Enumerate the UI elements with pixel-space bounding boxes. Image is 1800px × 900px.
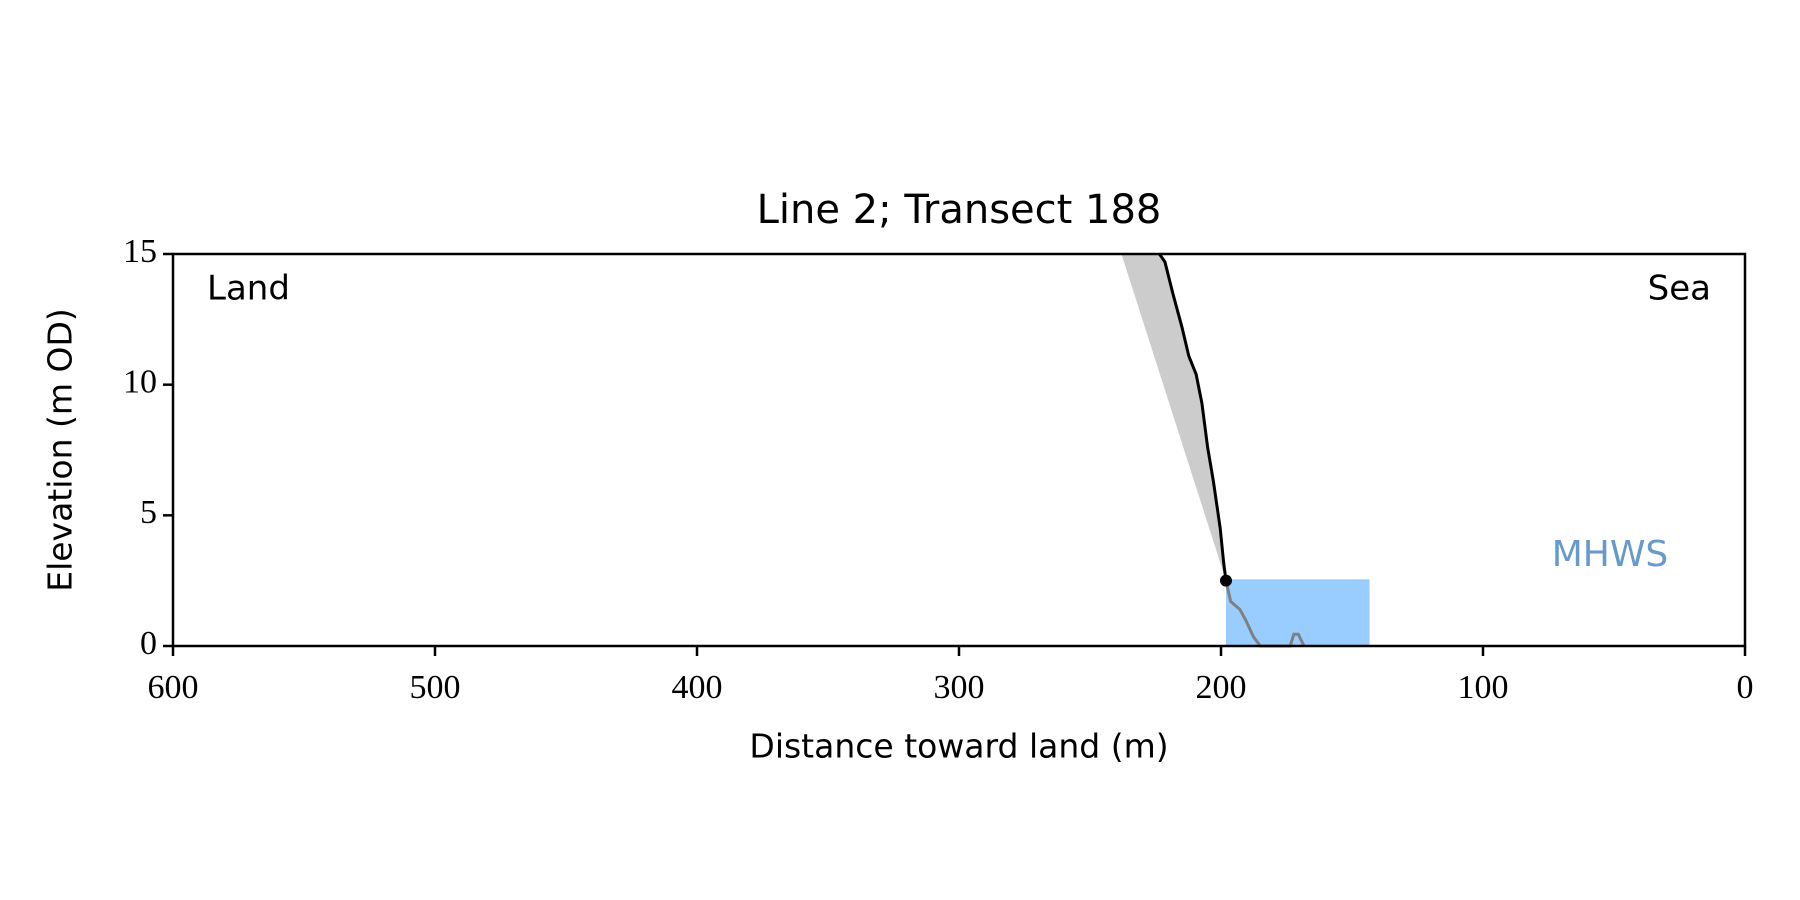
x-tick-label: 500 <box>410 669 461 706</box>
annotation: Land <box>207 269 290 309</box>
chart-title: Line 2; Transect 188 <box>757 187 1162 233</box>
y-tick-label: 10 <box>123 363 157 400</box>
erosion-wedge <box>1121 254 1226 581</box>
x-tick-label: 300 <box>934 669 985 706</box>
y-tick-label: 15 <box>123 233 157 270</box>
mhws-label: MHWS <box>1552 534 1669 575</box>
y-axis-label: Elevation (m OD) <box>41 308 80 592</box>
x-tick-label: 600 <box>148 669 199 706</box>
x-tick-label: 100 <box>1458 669 1509 706</box>
plot-frame <box>171 252 1747 648</box>
y-tick-label: 5 <box>140 494 157 531</box>
x-tick-label: 0 <box>1737 669 1754 706</box>
x-tick-label: 200 <box>1196 669 1247 706</box>
x-tick-label: 400 <box>672 669 723 706</box>
annotation: Sea <box>1648 269 1711 309</box>
profile-line <box>1158 253 1228 581</box>
profile-line <box>1224 580 1306 648</box>
x-axis-label: Distance toward land (m) <box>749 727 1168 766</box>
y-tick-label: 0 <box>140 625 157 662</box>
cliff-toe-point <box>1219 574 1232 587</box>
